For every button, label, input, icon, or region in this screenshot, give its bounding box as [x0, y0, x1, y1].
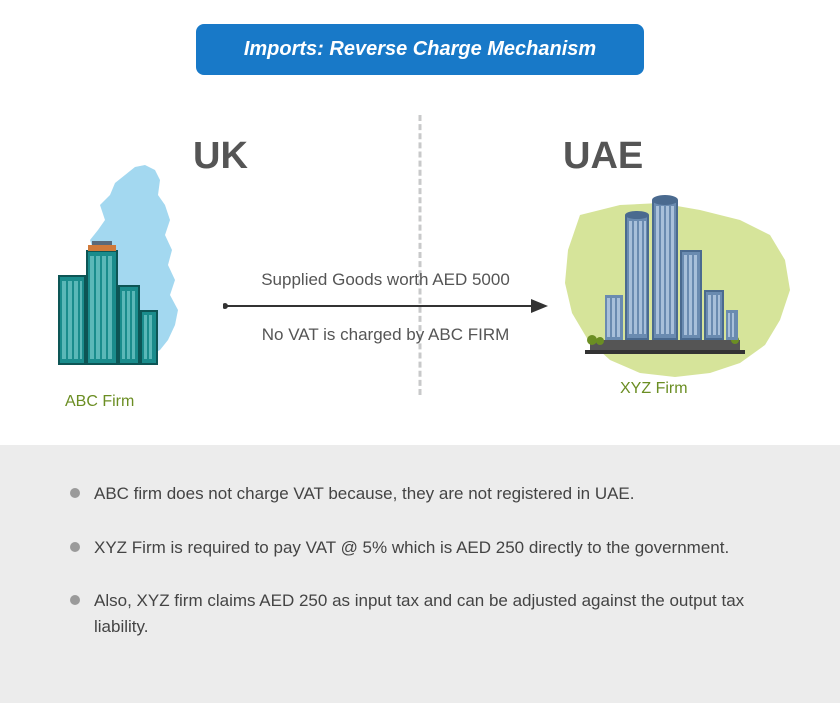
right-firm-label: XYZ Firm	[620, 380, 688, 398]
bullet-text: ABC firm does not charge VAT because, th…	[94, 481, 635, 507]
bullet-dot-icon	[70, 542, 80, 552]
bullet-item: XYZ Firm is required to pay VAT @ 5% whi…	[70, 535, 770, 561]
arrow-bottom-text: No VAT is charged by ABC FIRM	[223, 325, 548, 345]
bullet-text: XYZ Firm is required to pay VAT @ 5% whi…	[94, 535, 729, 561]
diagram-area: UK UAE	[0, 75, 840, 445]
vertical-divider	[419, 115, 422, 395]
title-banner: Imports: Reverse Charge Mechanism	[196, 24, 644, 75]
bullet-dot-icon	[70, 488, 80, 498]
bullet-item: ABC firm does not charge VAT because, th…	[70, 481, 770, 507]
uae-map-icon	[540, 155, 800, 395]
bullet-dot-icon	[70, 595, 80, 605]
infographic-container: Imports: Reverse Charge Mechanism UK UAE	[0, 0, 840, 692]
flow-arrow: Supplied Goods worth AED 5000 No VAT is …	[223, 270, 548, 345]
arrow-icon	[223, 296, 548, 316]
bullet-item: Also, XYZ firm claims AED 250 as input t…	[70, 588, 770, 639]
arrow-top-text: Supplied Goods worth AED 5000	[223, 270, 548, 290]
bullet-text: Also, XYZ firm claims AED 250 as input t…	[94, 588, 770, 639]
bullets-area: ABC firm does not charge VAT because, th…	[0, 445, 840, 703]
left-firm-label: ABC Firm	[65, 393, 134, 411]
banner-title: Imports: Reverse Charge Mechanism	[244, 38, 596, 60]
